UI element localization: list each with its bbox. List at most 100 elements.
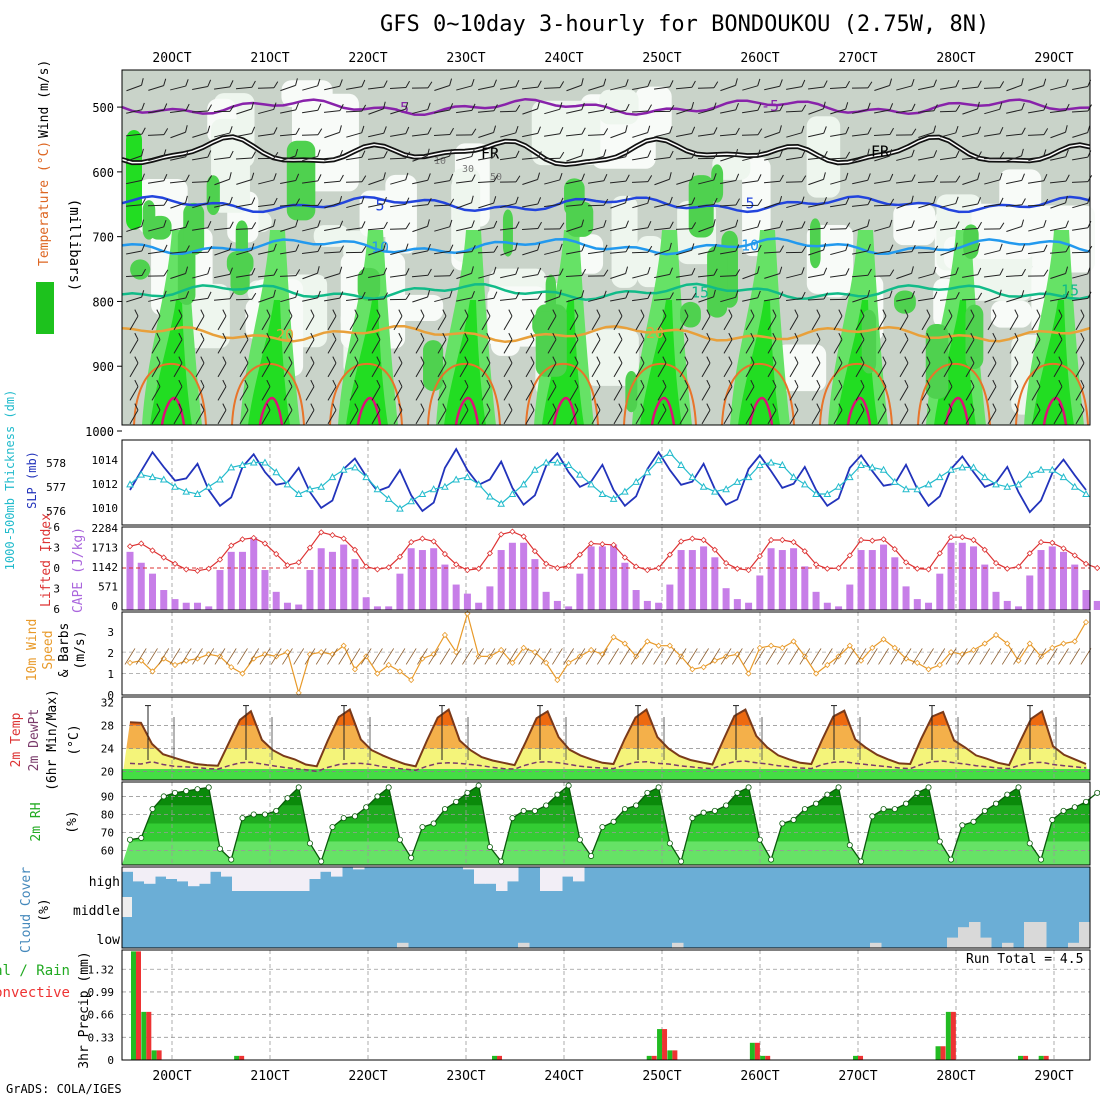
wind-barb bbox=[918, 125, 937, 138]
wind-barb-flag bbox=[185, 245, 190, 253]
wind-barb-flag bbox=[361, 79, 366, 87]
wind-barb bbox=[434, 173, 454, 184]
wind-barb-flag bbox=[486, 403, 491, 411]
wind-barb bbox=[676, 101, 695, 115]
thickness-marker bbox=[317, 482, 326, 490]
wind-barb-flag bbox=[559, 81, 565, 88]
wind-barb-flag bbox=[801, 221, 806, 229]
wind-barb-flag bbox=[992, 379, 997, 387]
rh-tick-label: 60 bbox=[101, 845, 114, 858]
wind-barb-flag bbox=[750, 332, 755, 340]
wind-barb-shaft bbox=[280, 226, 296, 232]
wind-tick-label: 0 bbox=[107, 689, 114, 702]
wind-barb bbox=[786, 125, 805, 138]
wind-barb bbox=[236, 197, 256, 208]
wind-barb-shaft bbox=[345, 298, 363, 301]
wind-barb-flag bbox=[1080, 379, 1085, 387]
wind-barb-flag bbox=[310, 332, 315, 340]
wind-speed-marker bbox=[138, 657, 145, 664]
wind-barb bbox=[657, 379, 667, 401]
wind-barb bbox=[987, 403, 997, 425]
wind-speed-marker bbox=[813, 670, 820, 677]
wind-barb-shaft bbox=[789, 315, 799, 331]
wind-barb-flag bbox=[339, 174, 344, 182]
wind-barb bbox=[239, 379, 249, 401]
wind-barb bbox=[833, 403, 843, 425]
wind-barb-shaft bbox=[544, 203, 560, 208]
wind-barb-flag bbox=[728, 403, 733, 411]
wind-barb bbox=[393, 309, 403, 331]
wind-barb bbox=[1009, 379, 1019, 401]
pressure-tick-label: 900 bbox=[92, 360, 114, 374]
rh-shade-patch bbox=[711, 164, 724, 203]
wind-barb-shaft bbox=[983, 87, 1001, 89]
wind-barb bbox=[764, 79, 783, 91]
wind-barb bbox=[610, 149, 629, 161]
wind-barb-flag bbox=[559, 268, 564, 276]
wind-barb-flag bbox=[427, 127, 432, 135]
lifted-index-marker bbox=[205, 565, 212, 572]
wind-barb-flag bbox=[222, 356, 227, 364]
wind-barb-flag bbox=[251, 126, 256, 134]
lifted-index-marker bbox=[947, 534, 955, 541]
wind-barb-shaft bbox=[786, 132, 802, 138]
lifted-index-marker bbox=[486, 550, 493, 557]
precip-total-bar bbox=[667, 1050, 673, 1060]
wind-barb-shaft bbox=[415, 386, 425, 401]
wind-barb-shaft bbox=[921, 339, 931, 354]
wind-barb-shaft bbox=[327, 386, 337, 401]
wind-barb-shaft bbox=[1006, 179, 1022, 185]
wind-barb-flag bbox=[156, 332, 161, 340]
wind-barb bbox=[808, 101, 826, 115]
wind-barb-flag bbox=[537, 151, 542, 159]
wind-barb bbox=[544, 172, 563, 185]
wind-barb-flag bbox=[361, 196, 365, 204]
wind-barb-flag bbox=[442, 356, 447, 364]
wind-barb-shaft bbox=[257, 274, 275, 278]
wind-barb-surface bbox=[585, 648, 597, 665]
cloud-high-gap bbox=[331, 867, 343, 877]
wind-barb-flag bbox=[977, 267, 982, 275]
wind-barb-flag bbox=[449, 127, 454, 135]
wind-barb-flag bbox=[933, 291, 938, 299]
wind-barb-shaft bbox=[191, 181, 209, 183]
wind-barb-shaft bbox=[720, 226, 736, 232]
wind-barb bbox=[811, 379, 821, 401]
wind-barb bbox=[125, 268, 146, 278]
wind-barb-shaft bbox=[565, 133, 583, 137]
wind-barb-surface bbox=[439, 648, 451, 665]
wind-barb-shaft bbox=[984, 133, 1000, 137]
wind-barb-shaft bbox=[701, 362, 711, 378]
wind-barb-shaft bbox=[1006, 250, 1022, 255]
wind-barb-flag bbox=[310, 403, 315, 411]
wind-speed-marker bbox=[779, 644, 786, 651]
wind-barb bbox=[346, 267, 365, 279]
wind-barb-shaft bbox=[500, 203, 516, 208]
wind-barb-flag bbox=[134, 332, 139, 340]
wind-barb-flag bbox=[273, 197, 278, 205]
wind-barb bbox=[1031, 309, 1041, 331]
wind-barb-shaft bbox=[1006, 84, 1022, 92]
thickness-marker bbox=[351, 463, 359, 471]
wind-barb bbox=[855, 309, 865, 331]
wind-barb bbox=[767, 403, 777, 425]
wind-barb-shaft bbox=[302, 272, 318, 280]
wind-barb-flag bbox=[427, 219, 430, 227]
lifted-index-marker bbox=[902, 559, 910, 566]
date-tick-label-bottom: 22OCT bbox=[348, 1069, 387, 1084]
cape-bar bbox=[317, 548, 325, 610]
wind-barb bbox=[455, 174, 476, 184]
rh-marker bbox=[419, 824, 426, 831]
lifted-index-marker bbox=[160, 554, 167, 561]
wind-barb-shaft bbox=[591, 315, 601, 331]
wind-barb-flag bbox=[889, 173, 894, 181]
wind-barb bbox=[855, 356, 865, 378]
li-tick-label: 3 bbox=[53, 583, 60, 596]
isotherm-warm-loop bbox=[1015, 362, 1089, 426]
wind-barb bbox=[148, 219, 167, 232]
wind-barb bbox=[412, 148, 430, 162]
wind-barb-shaft bbox=[346, 156, 362, 161]
wind-barb-flag bbox=[603, 219, 607, 228]
wind-barb-shaft bbox=[195, 386, 205, 401]
thickness-marker bbox=[834, 482, 843, 490]
